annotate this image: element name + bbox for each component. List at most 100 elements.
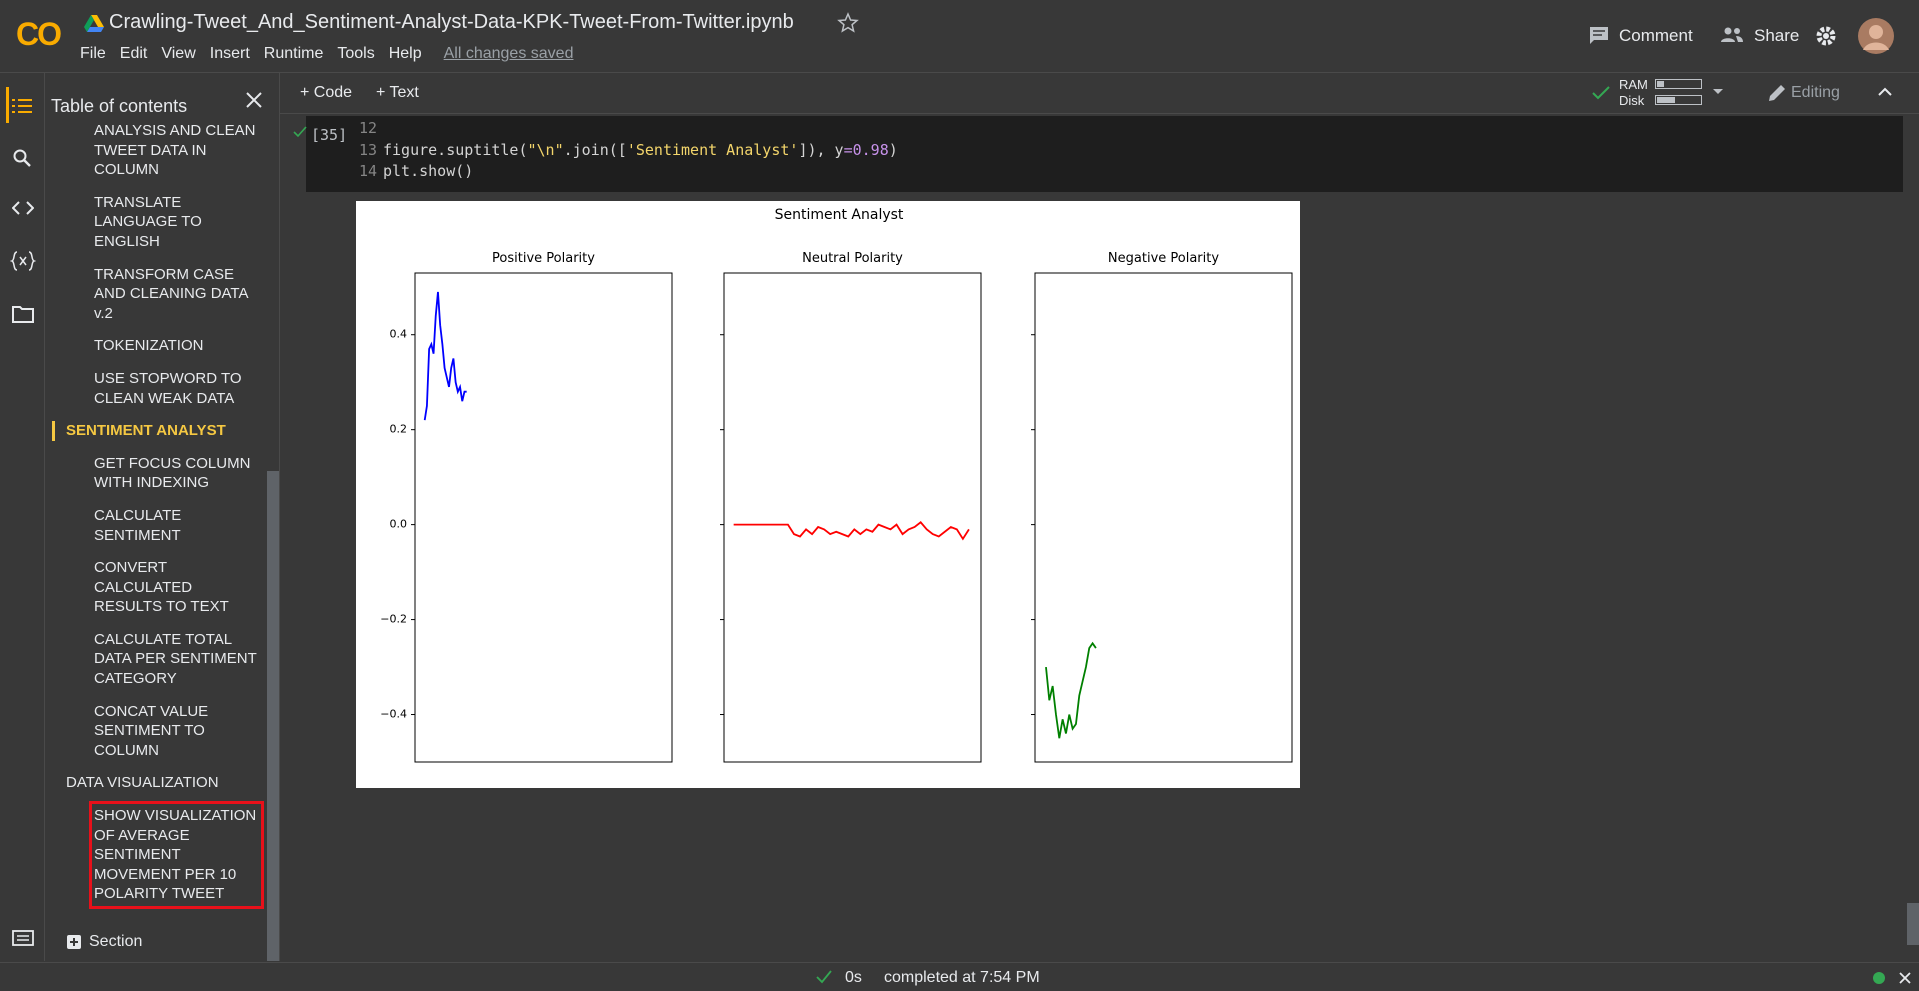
data-line [423, 291, 467, 421]
add-text-button[interactable]: + Text [376, 84, 419, 101]
collapse-icon[interactable] [1877, 85, 1893, 99]
share-icon [1721, 27, 1743, 42]
code-line: 14 plt.show() [359, 162, 473, 182]
figure-title: Sentiment Analyst [775, 207, 904, 223]
close-toc[interactable] [245, 91, 263, 109]
status-bar: 0s completed at 7:54 PM [0, 962, 1919, 991]
toc-item[interactable]: TRANSLATE LANGUAGE TO ENGLISH [94, 193, 202, 250]
toc-scrollbar[interactable] [267, 471, 279, 961]
add-section-icon[interactable] [67, 935, 81, 949]
toc-item[interactable]: CALCULATE SENTIMENT [94, 506, 182, 544]
code-cell: [35] 12 13 figure.suptitle("\n".join(['Sen… [293, 116, 1903, 192]
logo[interactable]: CO [16, 16, 62, 52]
toc-item[interactable]: SHOW VISUALIZATION OF AVERAGE SENTIMENT … [89, 801, 264, 909]
code-token: ]), y [798, 140, 844, 159]
subplot-title: Positive Polarity [492, 251, 595, 266]
files-icon[interactable] [12, 305, 34, 323]
terminal-icon[interactable] [12, 930, 34, 946]
execution-count: [35] [311, 126, 348, 144]
line-number: 14 [359, 162, 378, 180]
toc-icon[interactable] [12, 97, 34, 115]
edit-icon [1769, 85, 1785, 101]
toc-item[interactable]: DATA VISUALIZATION [66, 774, 219, 792]
status-check [816, 970, 832, 984]
add-code-label: Code [313, 84, 353, 101]
comment-button[interactable]: Comment [1619, 26, 1693, 45]
close-status[interactable] [1899, 972, 1911, 984]
toc-title: Table of contents [51, 96, 188, 116]
connection-dot [1873, 972, 1885, 984]
top-bar: CO Crawling-Tweet_And_Sentiment-Analyst-… [0, 0, 1919, 73]
search-icon[interactable] [12, 148, 32, 168]
resource-bars [1655, 79, 1723, 105]
add-code-button[interactable]: + Code [300, 84, 353, 101]
run-check [293, 126, 307, 138]
toc-item[interactable]: USE STOPWORD TO CLEAN WEAK DATA [94, 369, 242, 407]
toolbar: + Code + Text RAM Disk Editing [279, 73, 1919, 114]
data-line [733, 521, 970, 541]
disk-label: Disk [1619, 93, 1645, 108]
y-tick-label: 0.0 [390, 518, 408, 531]
toc-item[interactable]: CONCAT VALUE SENTIMENT TO COLUMN [94, 702, 209, 759]
line-number: 12 [359, 119, 378, 137]
code-snippets-icon[interactable] [12, 200, 34, 216]
menu-item[interactable]: View [161, 45, 196, 62]
add-section-button[interactable]: Section [89, 933, 143, 950]
ram-label: RAM [1619, 77, 1648, 92]
code-token: 0.98 [852, 140, 889, 159]
code-token: ) [888, 140, 898, 159]
menu-item[interactable]: Runtime [263, 45, 324, 62]
menu-bar: File Edit View Insert Runtime Tools Help All ch… [80, 45, 573, 63]
add-text-label: Text [389, 84, 419, 101]
subplot-title: Neutral Polarity [802, 251, 903, 266]
status-time: 0s [845, 969, 862, 986]
main-scrollbar[interactable] [1907, 903, 1919, 945]
share-button[interactable]: Share [1754, 26, 1800, 45]
save-status[interactable]: All changes saved [443, 45, 574, 62]
toc-item[interactable]: CALCULATE TOTAL DATA PER SENTIMENT CATEG… [94, 630, 257, 688]
code-line: 13 figure.suptitle("\n".join(['Sentiment … [359, 141, 898, 161]
y-tick-label: −0.4 [380, 708, 407, 721]
y-tick-label: −0.2 [380, 613, 407, 626]
drive-icon [84, 15, 104, 32]
menu-item[interactable]: Help [388, 45, 422, 62]
y-tick-label: 0.2 [390, 423, 408, 436]
axes-frame [723, 272, 982, 763]
notebook-title[interactable]: Crawling-Tweet_And_Sentiment-Analyst-Dat… [109, 11, 794, 33]
subplot-title: Negative Polarity [1108, 251, 1219, 266]
side-rail [0, 73, 45, 961]
settings-icon[interactable] [1815, 25, 1837, 47]
toc-panel: Table of contents ANALYSIS AND CLEAN TWE… [45, 73, 280, 961]
figure: Sentiment Analyst Positive Polarity −0.4 −… [356, 201, 1300, 788]
line-number: 13 [359, 140, 378, 159]
editing-mode[interactable]: Editing [1791, 84, 1840, 101]
variables-icon[interactable] [10, 250, 36, 272]
y-tick-label: 0.4 [390, 328, 408, 341]
menu-item[interactable]: File [80, 45, 106, 62]
toc-item[interactable]: TOKENIZATION [94, 337, 204, 355]
code-token: plt.show() [383, 162, 474, 180]
toc-item[interactable]: CONVERT CALCULATED RESULTS TO TEXT [94, 559, 229, 616]
code-token: .join([ [563, 140, 627, 159]
toc-item[interactable]: TRANSFORM CASE AND CLEANING DATA v.2 [94, 265, 248, 322]
code-token: figure.suptitle( [383, 140, 528, 159]
menu-item[interactable]: Tools [337, 45, 375, 62]
avatar[interactable] [1858, 18, 1894, 54]
code-token: "\n" [527, 140, 564, 159]
code-token: = [843, 140, 853, 159]
status-message: completed at 7:54 PM [884, 969, 1040, 986]
toc-item[interactable]: SENTIMENT ANALYST [52, 421, 246, 441]
connected-check [1592, 86, 1610, 100]
toc-item[interactable]: GET FOCUS COLUMN WITH INDEXING [94, 454, 251, 492]
star-icon[interactable] [837, 12, 859, 34]
menu-item[interactable]: Insert [209, 45, 250, 62]
menu-item[interactable]: Edit [119, 45, 148, 62]
toc-list: ANALYSIS AND CLEAN TWEET DATA IN COLUMN T… [45, 121, 267, 909]
code-line: 12 [359, 119, 383, 139]
rail-active-indicator [6, 87, 9, 123]
toc-item[interactable]: ANALYSIS AND CLEAN TWEET DATA IN COLUMN [94, 122, 256, 179]
data-line [1045, 641, 1097, 739]
code-token: 'Sentiment Analyst' [626, 140, 799, 159]
comment-icon [1590, 27, 1608, 44]
